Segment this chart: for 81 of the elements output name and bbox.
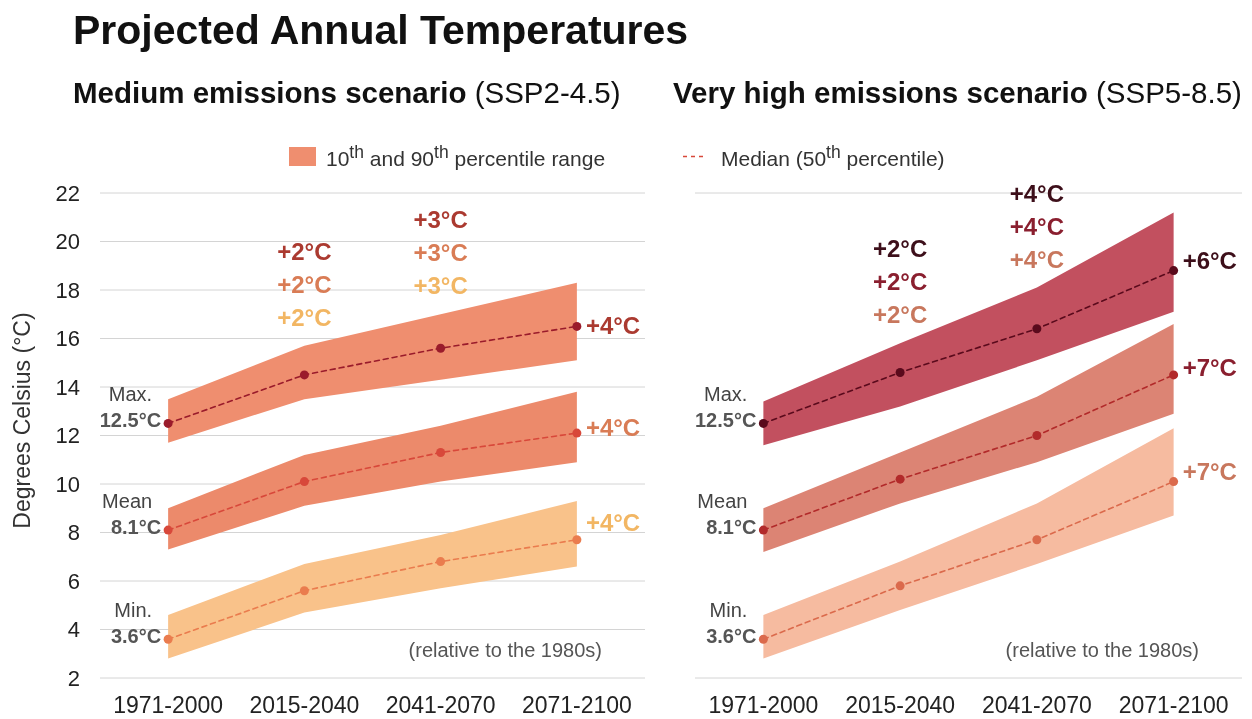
annotation: +2°C (277, 237, 332, 265)
annotation: +7°C (1182, 457, 1237, 485)
x-tick-label: 1971-2000 (708, 692, 819, 719)
point (572, 428, 582, 438)
point (895, 474, 905, 484)
series-label: Mean (697, 490, 748, 513)
annotation: +2°C (277, 270, 332, 298)
point (163, 418, 173, 428)
point (758, 525, 768, 535)
point (1169, 266, 1179, 276)
data-label: 3.6°C (110, 625, 162, 648)
point (572, 321, 582, 331)
point (758, 634, 768, 644)
data-label: 3.6°C (706, 625, 757, 648)
y-tick-label: 4 (67, 617, 80, 643)
x-tick-label: 2015-2040 (249, 692, 360, 719)
x-tick-label: 2071-2100 (1118, 692, 1229, 719)
annotation: +2°C (872, 301, 928, 329)
point (895, 581, 905, 591)
series-label: Mean (102, 490, 153, 513)
point (436, 447, 446, 457)
series-label: Max. (108, 383, 153, 406)
annotation: +7°C (1182, 353, 1237, 381)
annotation: +4°C (1009, 179, 1065, 207)
series-label: Min. (114, 599, 153, 622)
chart-subtitle: Medium emissions scenario (SSP2-4.5) (73, 76, 621, 109)
annotation: +2°C (872, 235, 928, 263)
series-label: Max. (704, 383, 748, 406)
point (1032, 324, 1042, 334)
data-label: 8.1°C (706, 516, 757, 539)
annotation: +6°C (1182, 246, 1237, 274)
point (572, 535, 582, 545)
annotation: +4°C (585, 414, 641, 442)
series-label: Min. (709, 599, 748, 622)
point (1169, 370, 1179, 380)
y-tick-label: 22 (55, 180, 80, 206)
y-tick-label: 6 (67, 568, 80, 594)
point (1032, 535, 1042, 545)
x-tick-label: 2041-2070 (385, 692, 496, 719)
y-tick-label: 16 (55, 326, 80, 352)
point (895, 367, 905, 377)
point (1032, 431, 1042, 440)
x-tick-label: 2041-2070 (981, 692, 1092, 719)
y-tick-label: 12 (55, 423, 80, 449)
y-tick-label: 20 (55, 229, 80, 255)
annotation: +3°C (413, 272, 468, 300)
point (299, 586, 309, 596)
annotation: +4°C (585, 508, 641, 536)
point (163, 634, 173, 644)
y-tick-label: 10 (55, 471, 80, 497)
annotation: +2°C (277, 303, 332, 331)
annotation: +2°C (872, 268, 928, 296)
chart-subtitle: Very high emissions scenario (SSP5-8.5) (673, 76, 1242, 109)
x-tick-label: 2015-2040 (845, 692, 956, 719)
data-label: 12.5°C (695, 409, 757, 432)
x-tick-label: 1971-2000 (113, 692, 224, 719)
point (436, 343, 446, 353)
annotation: +4°C (585, 312, 641, 340)
y-tick-label: 14 (55, 374, 80, 400)
annotation: +4°C (1009, 212, 1065, 240)
annotation: (relative to the 1980s) (1005, 638, 1199, 662)
y-tick-label: 2 (67, 665, 80, 691)
annotation: +3°C (413, 206, 468, 234)
y-axis-title: Degrees Celsius (°C) (9, 312, 35, 529)
point (299, 477, 309, 487)
data-label: 12.5°C (99, 409, 162, 432)
chart-title: Projected Annual Temperatures (73, 6, 689, 54)
point (758, 418, 768, 428)
point (436, 557, 446, 567)
text: Median (50$^{th}$ percentile) (721, 141, 945, 171)
y-tick-label: 18 (55, 277, 80, 303)
point (163, 525, 173, 535)
text: 10$^{th}$ and 90$^{th}$ percentile range (326, 141, 606, 171)
point (1169, 477, 1179, 487)
annotation: (relative to the 1980s) (408, 638, 602, 662)
annotation: +3°C (413, 239, 468, 267)
point (299, 370, 309, 380)
annotation: +4°C (1009, 245, 1065, 273)
x-tick-label: 2071-2100 (521, 692, 632, 719)
data-label: 8.1°C (110, 516, 162, 539)
y-tick-label: 8 (67, 520, 80, 546)
